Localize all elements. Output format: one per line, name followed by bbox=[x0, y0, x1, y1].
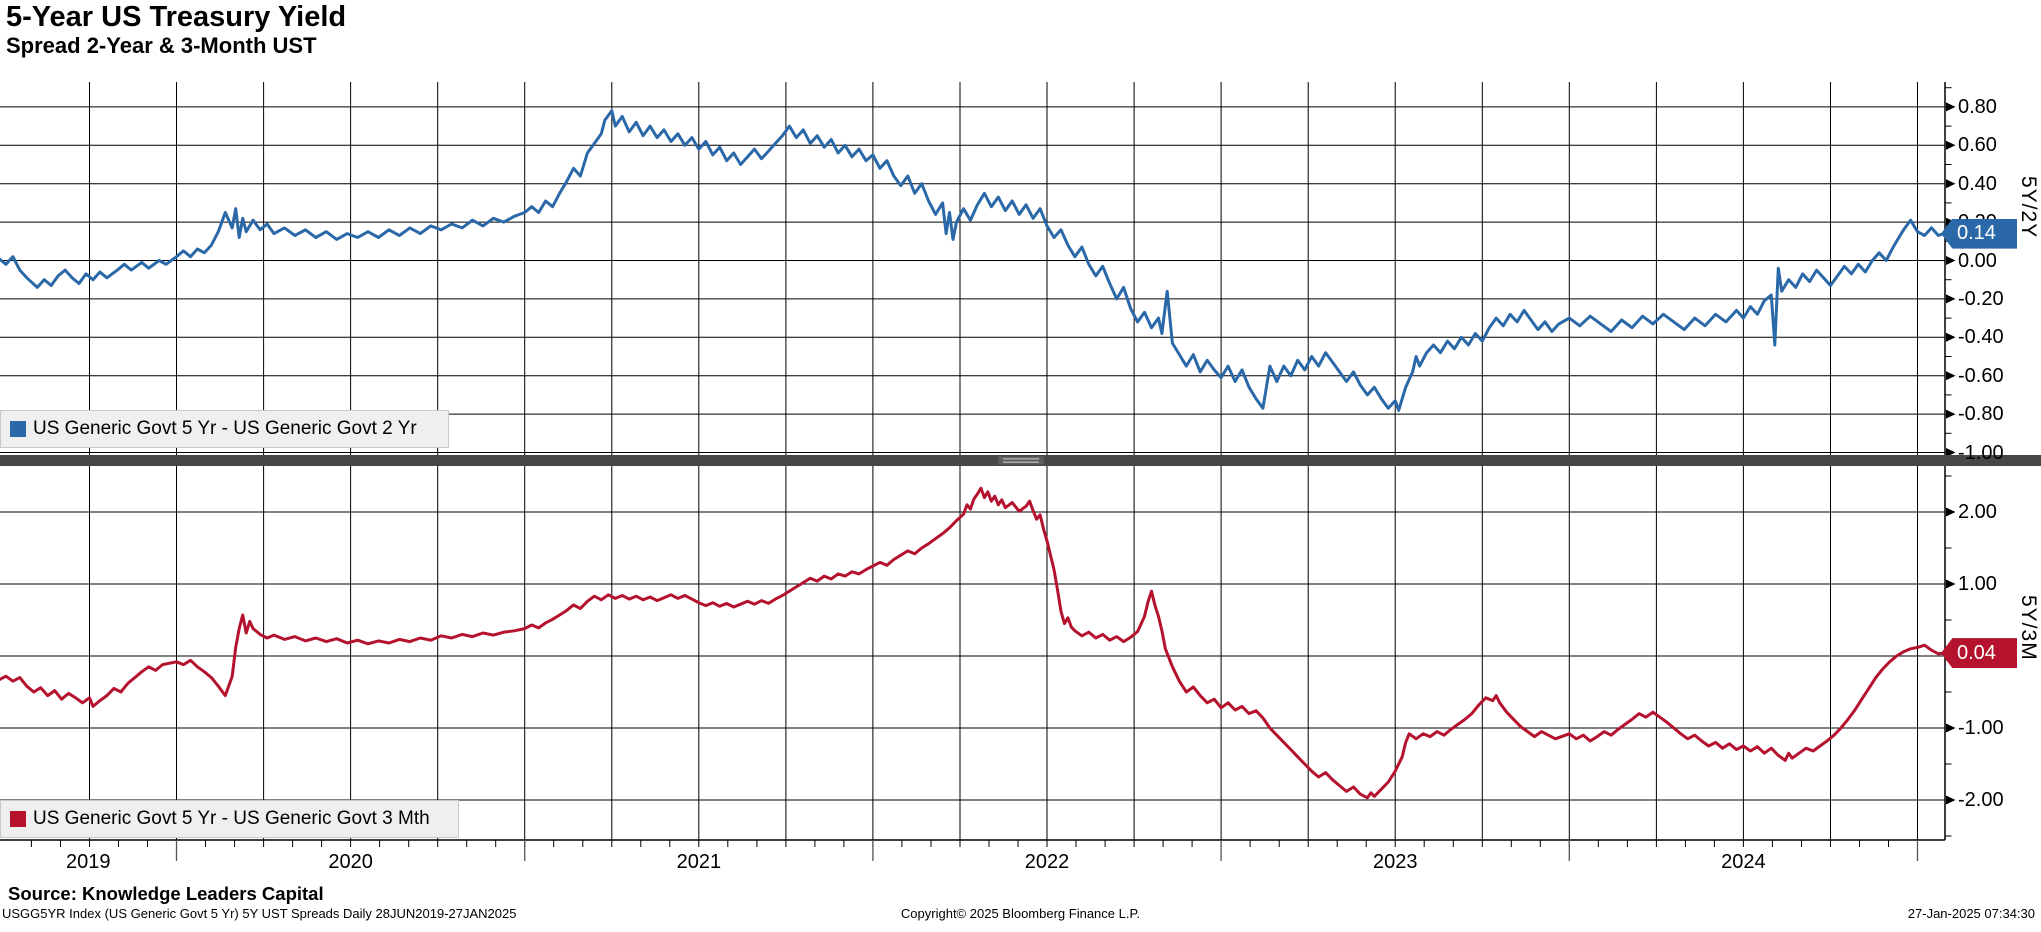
x-year-label: 2022 bbox=[1024, 851, 1070, 873]
source-note: Source: Knowledge Leaders Capital bbox=[8, 883, 324, 904]
last-value-5y3m: 0.04 bbox=[1957, 641, 1996, 664]
axis-tick-arrow-icon bbox=[1946, 140, 1956, 150]
y-tick-label-5y3m: 2.00 bbox=[1958, 501, 1997, 523]
y-tick-label-5y2y: 0.00 bbox=[1958, 249, 1997, 272]
axis-tick-arrow-icon bbox=[1946, 795, 1956, 805]
top-axis-title: 5Y/2Y bbox=[2017, 175, 2040, 238]
series-line-5y3m bbox=[0, 486, 1945, 800]
copyright-note: Copyright© 2025 Bloomberg Finance L.P. bbox=[900, 906, 1141, 921]
axis-tick-arrow-icon bbox=[1946, 371, 1956, 381]
axis-tick-arrow-icon bbox=[1946, 256, 1956, 265]
axis-tick-arrow-icon bbox=[1946, 294, 1956, 304]
y-tick-label-5y3m: -2.00 bbox=[1958, 789, 2004, 811]
legend-5y2y[interactable]: US Generic Govt 5 Yr - US Generic Govt 2… bbox=[0, 410, 449, 448]
axis-tick-arrow-icon bbox=[1946, 579, 1956, 589]
last-value-5y2y: 0.14 bbox=[1957, 222, 1996, 245]
x-year-label: 2024 bbox=[1721, 851, 1766, 873]
y-tick-label-5y2y: -0.20 bbox=[1958, 287, 2004, 310]
legend-5y3m[interactable]: US Generic Govt 5 Yr - US Generic Govt 3… bbox=[0, 800, 459, 838]
y-tick-label-5y3m: 1.00 bbox=[1958, 573, 1997, 595]
y-tick-label-5y2y: 0.80 bbox=[1958, 95, 1997, 118]
x-year-label: 2023 bbox=[1372, 851, 1418, 873]
divider-handle[interactable] bbox=[998, 456, 1044, 465]
axis-tick-arrow-icon bbox=[1946, 332, 1956, 342]
y-tick-label-5y2y: -0.60 bbox=[1958, 364, 2004, 387]
x-year-label: 2021 bbox=[676, 851, 722, 873]
last-value-badge-5y3m: 0.04 bbox=[1941, 638, 2017, 669]
axis-tick-arrow-icon bbox=[1946, 723, 1956, 733]
y-tick-label-5y2y: -1.00 bbox=[1958, 441, 2004, 464]
bottom-axis-title: 5Y/3M bbox=[2017, 595, 2040, 661]
legend-swatch-red-icon bbox=[10, 811, 26, 827]
y-tick-label-5y3m: -1.00 bbox=[1958, 717, 2004, 739]
ticker-description: USGG5YR Index (US Generic Govt 5 Yr) 5Y … bbox=[2, 906, 517, 921]
y-tick-label-5y2y: 0.60 bbox=[1958, 134, 1997, 157]
axis-tick-arrow-icon bbox=[1946, 507, 1956, 517]
page-subtitle: Spread 2-Year & 3-Month UST bbox=[6, 33, 317, 58]
axis-tick-arrow-icon bbox=[1946, 448, 1956, 457]
axis-tick-arrow-icon bbox=[1946, 409, 1956, 419]
y-tick-label-5y2y: 0.40 bbox=[1958, 172, 1997, 195]
legend-swatch-blue-icon bbox=[10, 421, 26, 437]
x-year-label: 2020 bbox=[328, 851, 373, 873]
legend-label-5y2y: US Generic Govt 5 Yr - US Generic Govt 2… bbox=[33, 418, 417, 439]
y-tick-label-5y2y: -0.80 bbox=[1958, 403, 2004, 426]
legend-label-5y3m: US Generic Govt 5 Yr - US Generic Govt 3… bbox=[33, 808, 430, 829]
last-value-badge-5y2y: 0.14 bbox=[1941, 218, 2017, 249]
x-year-label: 2019 bbox=[66, 851, 111, 873]
timestamp: 27-Jan-2025 07:34:30 bbox=[1907, 906, 2035, 921]
axis-tick-arrow-icon bbox=[1946, 179, 1956, 189]
series-line-5y2y bbox=[0, 109, 1945, 412]
y-tick-label-5y2y: -0.40 bbox=[1958, 326, 2004, 349]
axis-tick-arrow-icon bbox=[1946, 102, 1956, 112]
page-title: 5-Year US Treasury Yield bbox=[6, 1, 347, 33]
